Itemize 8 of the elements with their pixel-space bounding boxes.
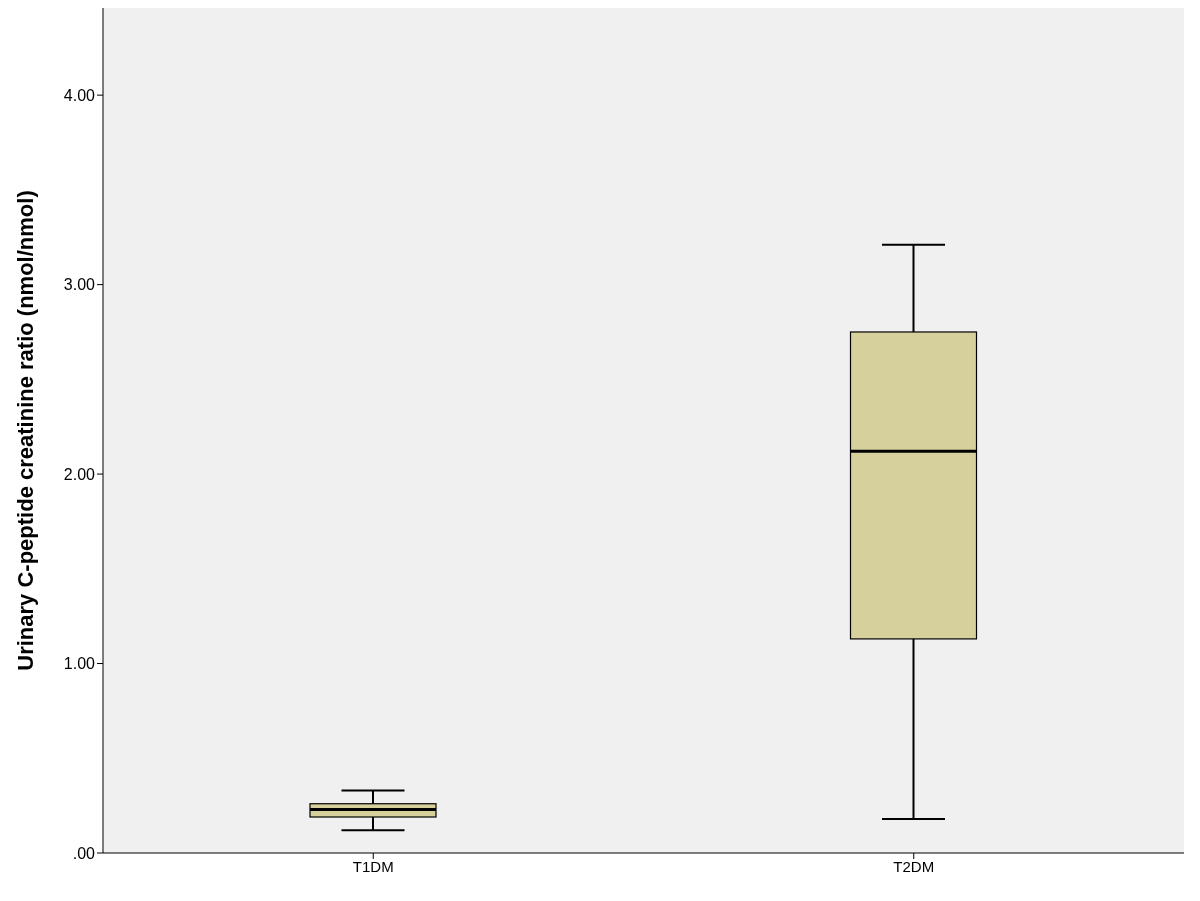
x-tick-label: T1DM [352,857,394,875]
y-tick-label: 1.00 [63,655,96,673]
y-tick-label: 2.00 [63,465,96,483]
y-tick-label: 4.00 [63,86,96,104]
y-tick-label: 3.00 [63,276,96,294]
y-tick-label: .00 [72,844,96,862]
x-tick-label: T2DM [893,857,935,875]
y-axis-title: Urinary C-peptide creatinine ratio (nmol/nmol) [12,190,38,671]
